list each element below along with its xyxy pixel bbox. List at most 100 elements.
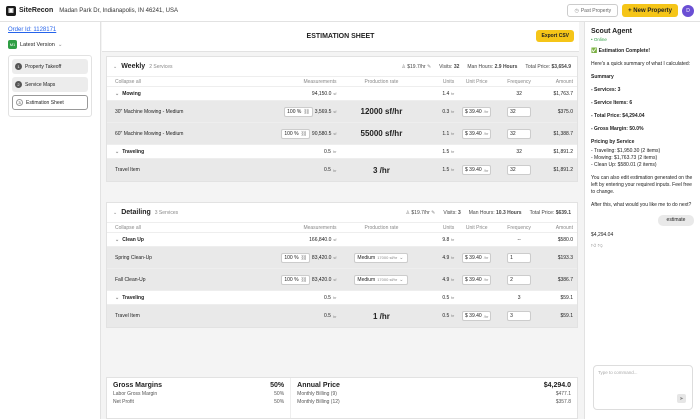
production-rate-select[interactable]: Medium 17000 sf/hr ⌄: [354, 274, 409, 285]
send-icon[interactable]: ➤: [677, 394, 686, 403]
total-price-label: Total Price:: [525, 63, 551, 70]
new-property-button[interactable]: + New Property: [622, 4, 678, 17]
order-id-link[interactable]: Order Id: 1128171: [8, 27, 57, 33]
production-rate[interactable]: 55000 sf/hr: [360, 129, 403, 138]
unit-price-input[interactable]: $ 39.40/hr: [462, 252, 492, 263]
gross-margins-label: Gross Margins: [113, 382, 163, 389]
net-profit-value: 50%: [274, 399, 285, 405]
unit: sf: [333, 109, 337, 114]
col-production-rate: Production rate: [364, 78, 399, 85]
amount: $59.1: [560, 294, 573, 301]
unit-price-value: $ 39.40: [465, 108, 482, 115]
production-rate[interactable]: 3 /hr: [372, 165, 390, 175]
production-rate[interactable]: 1 /hr: [372, 311, 390, 321]
monthly-billing-12-value: $357.8: [555, 399, 571, 405]
unit-price-input[interactable]: $ 39.40/hr: [462, 311, 492, 321]
unit: hr: [332, 295, 337, 300]
thumbs-down-icon[interactable]: 👎︎: [597, 243, 603, 249]
step-property-takeoff[interactable]: 1 Property Takeoff: [12, 59, 88, 74]
unit-price-input[interactable]: $ 39.40/hr: [462, 165, 492, 175]
chevron-down-icon[interactable]: ⌄: [115, 236, 120, 243]
chat-complete: ✅ Estimation Complete!: [591, 48, 651, 54]
avatar[interactable]: D: [682, 4, 694, 17]
measurement: 0.5: [324, 294, 331, 301]
select-value: Medium: [357, 254, 376, 261]
unit: hr: [332, 149, 337, 154]
group-row-traveling: ⌄ Traveling 0.5 hr 1.5 hr 32 $1,891.2: [107, 145, 577, 159]
unit: hr: [450, 148, 455, 154]
frequency-input[interactable]: 32: [507, 128, 532, 139]
step-service-maps[interactable]: 2 Service Maps: [12, 77, 88, 92]
units: 0.5: [442, 294, 450, 301]
chevron-down-icon: ⌄: [399, 254, 404, 261]
logo: ▣ SiteRecon: [6, 5, 53, 16]
table-row: Spring Clean-Up 100 % ⛓ 83,420.0 sf Medium 1…: [107, 247, 577, 269]
rate[interactable]: ♙ $19.7/hr ✎: [406, 210, 436, 216]
frequency-input[interactable]: 32: [507, 106, 532, 117]
chevron-down-icon[interactable]: ⌄: [115, 294, 120, 301]
unit: hr: [332, 313, 337, 319]
monthly-billing-9-value: $477.1: [555, 391, 571, 397]
unit: hr: [450, 313, 455, 318]
chat-pricing-item: - Clean Up: $580.01 (2 items): [591, 162, 657, 168]
unit: sf: [333, 131, 337, 136]
man-hours-label: Man Hours:: [468, 209, 495, 216]
unit: sf: [333, 91, 337, 96]
frequency-input[interactable]: 32: [507, 165, 532, 175]
percent-input[interactable]: 100 % ⛓: [281, 252, 310, 263]
command-input[interactable]: Type to command... ➤: [593, 365, 693, 410]
unit-price-input[interactable]: $ 39.40/hr: [462, 274, 492, 285]
unit-price-input[interactable]: $ 39.40/hr: [462, 128, 492, 139]
chat-services: - Services: 3: [591, 87, 621, 93]
collapse-all-button[interactable]: Collapse all: [115, 224, 141, 231]
group-row-traveling: ⌄ Traveling 0.5 hr 0.5 hr 3 $59.1: [107, 291, 577, 305]
unit-price-value: $ 39.40: [465, 276, 482, 283]
annual-price-label: Annual Price: [297, 382, 340, 389]
units: 1.5: [442, 167, 450, 173]
version-badge: M1: [8, 40, 17, 49]
link-icon: ⛓: [300, 276, 307, 283]
amount: $1,891.2: [553, 167, 573, 173]
chevron-down-icon[interactable]: ⌄: [115, 148, 120, 155]
frequency: 32: [516, 148, 522, 155]
link-icon: ⛓: [300, 130, 307, 137]
section-count: 2 Services: [149, 63, 173, 70]
measurement: 0.5: [324, 148, 331, 155]
chevron-down-icon[interactable]: ⌄: [115, 90, 120, 97]
unit: sf: [333, 255, 337, 260]
group-name: Mowing: [122, 90, 141, 97]
property-address: Madan Park Dr, Indianapolis, IN 46241, U…: [59, 7, 178, 14]
export-csv-button[interactable]: Export CSV: [536, 30, 574, 42]
frequency-input[interactable]: 1: [507, 252, 532, 263]
total-price-value: $3,654.9: [551, 63, 571, 70]
thumbs-up-icon[interactable]: 👍︎: [591, 243, 597, 249]
unit: hr: [450, 294, 455, 300]
production-rate-select[interactable]: Medium 17000 sf/hr ⌄: [354, 252, 409, 263]
unit: hr: [450, 254, 455, 260]
collapse-all-button[interactable]: Collapse all: [115, 78, 141, 85]
total-price: Total Price: $639.1: [530, 210, 571, 216]
step-number: 2: [15, 81, 22, 88]
version-selector[interactable]: M1 Latest Version ⌄: [8, 40, 92, 49]
rate[interactable]: ♙ $19.7/hr ✎: [401, 64, 431, 70]
percent-input[interactable]: 100 % ⛓: [281, 128, 310, 139]
percent-input[interactable]: 100 % ⛓: [284, 106, 313, 117]
production-rate[interactable]: 12000 sf/hr: [360, 107, 403, 116]
unit-price-input[interactable]: $ 39.40/hr: [462, 106, 492, 117]
chat-items: - Service Items: 6: [591, 100, 633, 106]
select-sub: 17000 sf/hr: [377, 255, 398, 260]
frequency-input[interactable]: 2: [507, 274, 532, 285]
frequency: --: [517, 236, 521, 243]
chat-total: - Total Price: $4,294.04: [591, 113, 645, 119]
percent-value: 100 %: [284, 130, 299, 137]
frequency-input[interactable]: 3: [507, 311, 532, 321]
past-property-button[interactable]: ◷ Past Property: [567, 4, 619, 17]
chevron-down-icon: ⌄: [57, 41, 63, 48]
chevron-down-icon[interactable]: ⌄: [113, 209, 118, 216]
section-count: 3 Services: [154, 209, 179, 216]
step-estimation-sheet[interactable]: 3 Estimation Sheet: [12, 95, 88, 110]
man-hours-label: Man Hours:: [467, 63, 494, 70]
percent-input[interactable]: 100 % ⛓: [281, 274, 310, 285]
link-icon: ⛓: [300, 254, 307, 261]
chevron-down-icon[interactable]: ⌄: [113, 63, 118, 70]
